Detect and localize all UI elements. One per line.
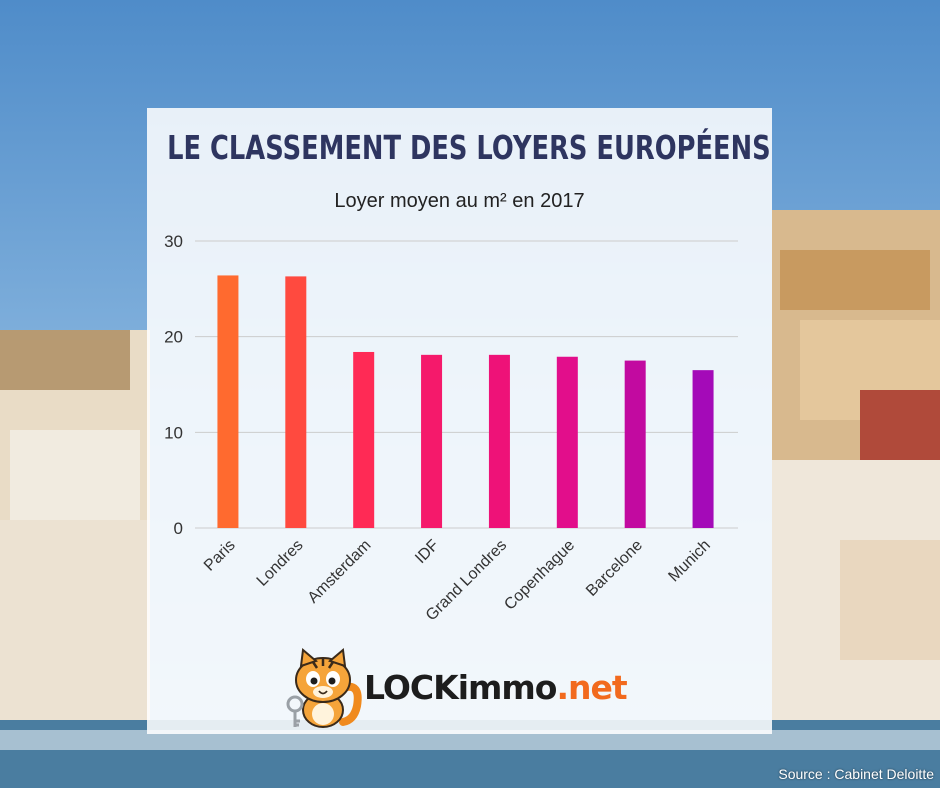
y-tick-label: 10: [164, 423, 183, 442]
chart-title: LE CLASSEMENT DES LOYERS EUROPÉENS: [167, 128, 771, 167]
x-tick-label: Munich: [665, 537, 713, 585]
y-tick-label: 0: [174, 519, 183, 538]
x-tick-label: Barcelone: [583, 537, 646, 600]
x-tick-label: Londres: [254, 537, 307, 590]
bar-munich: [692, 370, 714, 528]
bar-paris: [217, 275, 239, 528]
x-tick-label: Amsterdam: [305, 537, 375, 607]
bar-amsterdam: [353, 351, 375, 528]
bar-londres: [285, 276, 307, 528]
chart-subtitle: Loyer moyen au m² en 2017: [334, 190, 585, 212]
source-note: Source : Cabinet Deloitte: [778, 766, 934, 782]
cat-mascot-icon: [286, 648, 362, 728]
x-tick-label: IDF: [412, 537, 442, 567]
chart-card: [147, 108, 772, 734]
grid-lines: [195, 240, 738, 529]
logo-text-ext: .net: [556, 668, 627, 707]
y-axis-ticks: 0 10 20 30: [164, 232, 183, 538]
y-tick-label: 20: [164, 328, 183, 347]
x-tick-label: Copenhague: [501, 537, 578, 614]
bar-grand-londres: [488, 354, 510, 528]
bar-idf: [421, 354, 443, 528]
logo-wordmark: LOCKimmo.net: [364, 668, 628, 707]
bar-copenhague: [556, 356, 578, 528]
bars: [217, 275, 714, 528]
y-tick-label: 30: [164, 232, 183, 251]
logo-text-main: LOCKimmo: [364, 668, 557, 707]
bar-barcelone: [624, 360, 646, 528]
x-tick-label: Paris: [201, 537, 239, 575]
